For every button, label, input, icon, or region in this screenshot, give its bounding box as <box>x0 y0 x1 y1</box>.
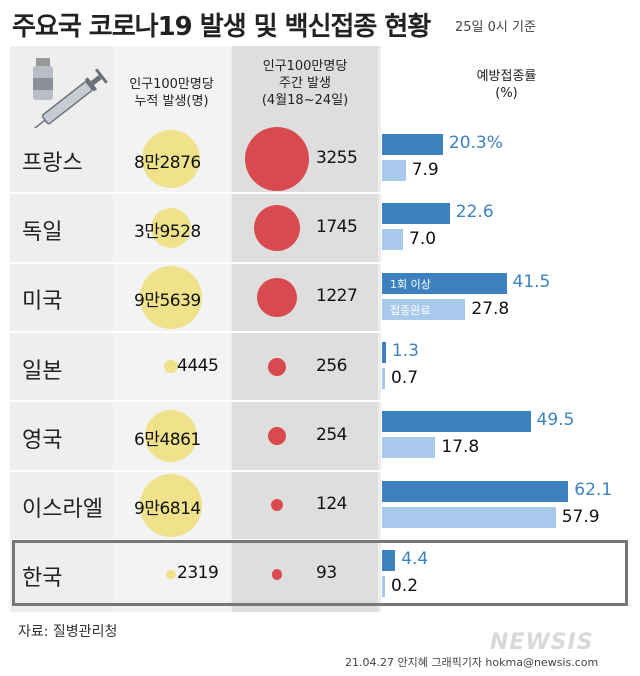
country-label: 미국 <box>22 289 63 315</box>
cases-value: 3만9528 <box>134 221 201 242</box>
row-separator <box>10 192 632 195</box>
weekly-value: 93 <box>316 563 337 584</box>
cases-bubble <box>164 359 178 374</box>
completed-value: 7.0 <box>409 229 437 250</box>
chart-title: 주요국 코로나19 발생 및 백신접종 현황 <box>12 12 431 42</box>
first-dose-value: 41.5 <box>512 271 551 292</box>
first-dose-bar-label: 1회 이상 <box>390 277 431 291</box>
first-dose-value: 20.3% <box>448 133 503 153</box>
weekly-bubble <box>245 126 309 191</box>
country-label: 독일 <box>22 219 63 245</box>
row-separator <box>10 400 632 403</box>
cases-header: 인구100만명당 누적 발생(명) <box>113 76 230 110</box>
watermark: NEWSIS <box>490 630 594 655</box>
completed-bar: 접종완료 <box>382 298 466 320</box>
row-separator <box>10 469 632 472</box>
cases-header-line2: 누적 발생(명) <box>134 94 209 109</box>
korea-highlight-box <box>12 540 628 606</box>
weekly-value: 256 <box>316 355 347 376</box>
cases-bubble <box>139 473 203 537</box>
cases-value: 9만6814 <box>134 499 201 520</box>
weekly-value: 3255 <box>316 147 358 168</box>
first-dose-value: 4.4 <box>401 548 429 569</box>
completed-value: 27.8 <box>471 298 510 319</box>
cases-value: 6만4861 <box>134 429 201 450</box>
syringe-vial-icon <box>30 58 108 128</box>
cases-value: 4445 <box>177 355 219 376</box>
weekly-header-line1: 인구100만명당 <box>262 59 348 74</box>
completed-bar <box>382 160 406 181</box>
weekly-bubble <box>268 357 286 376</box>
cases-bubble <box>150 207 192 249</box>
cases-bubble <box>145 410 197 462</box>
cases-bubble <box>141 129 201 188</box>
weekly-value: 1745 <box>316 216 358 237</box>
first-dose-value: 49.5 <box>536 410 575 431</box>
weekly-value: 254 <box>316 424 347 445</box>
weekly-header: 인구100만명당 주간 발생 (4월18~24일) <box>232 58 378 109</box>
weekly-header-line2: 주간 발생 <box>279 76 331 91</box>
country-label: 일본 <box>22 358 63 384</box>
cases-value: 8만2876 <box>134 152 201 173</box>
country-label: 프랑스 <box>22 150 83 176</box>
weekly-bubble <box>257 277 297 317</box>
weekly-bubble <box>253 204 301 252</box>
row-separator <box>10 330 632 333</box>
first-dose-value: 62.1 <box>574 479 613 500</box>
completed-bar-label: 접종완료 <box>390 303 431 317</box>
first-dose-bar <box>382 203 450 225</box>
completed-bar <box>382 506 556 528</box>
source-note: 자료: 질병관리청 <box>18 624 118 640</box>
completed-bar <box>382 229 403 251</box>
weekly-bubble <box>270 498 284 512</box>
weekly-bubble <box>271 569 283 580</box>
country-label: 영국 <box>22 427 63 453</box>
first-dose-bar <box>382 411 531 433</box>
cases-bubble <box>139 265 203 329</box>
first-dose-bar <box>382 134 443 155</box>
weekly-header-line3: (4월18~24일) <box>261 93 349 108</box>
weekly-bubble <box>268 426 286 445</box>
row-separator <box>10 538 632 541</box>
first-dose-bar <box>382 341 386 363</box>
completed-bar <box>382 437 436 459</box>
weekly-column <box>232 46 378 612</box>
first-dose-bar: 1회 이상 <box>382 272 507 294</box>
country-label: 한국 <box>22 566 63 592</box>
cases-header-line1: 인구100만명당 <box>129 77 214 92</box>
completed-bar <box>382 575 385 597</box>
first-dose-bar <box>382 549 396 571</box>
row-separator <box>10 261 632 264</box>
completed-value: 7.9 <box>411 160 439 180</box>
completed-value: 57.9 <box>561 506 600 527</box>
first-dose-bar <box>382 480 569 502</box>
first-dose-value: 1.3 <box>391 340 419 361</box>
chart-subtitle: 25일 0시 기준 <box>455 20 536 35</box>
cases-bubble <box>166 569 176 580</box>
cases-value: 2319 <box>177 563 219 584</box>
completed-value: 0.2 <box>391 575 419 596</box>
vaccination-header-line2: (%) <box>495 86 518 101</box>
completed-bar <box>382 367 385 389</box>
vaccination-header: 예방접종률 (%) <box>381 68 632 102</box>
weekly-value: 124 <box>316 494 347 515</box>
vaccination-header-line1: 예방접종률 <box>476 69 537 84</box>
weekly-value: 1227 <box>316 286 358 307</box>
cases-value: 9만5639 <box>134 291 201 312</box>
country-label: 이스라엘 <box>22 497 103 523</box>
completed-value: 17.8 <box>441 437 480 458</box>
credit-line: 21.04.27 안지혜 그래픽기자 hokma@newsis.com <box>345 656 599 669</box>
completed-value: 0.7 <box>391 367 419 388</box>
first-dose-value: 22.6 <box>455 202 494 223</box>
